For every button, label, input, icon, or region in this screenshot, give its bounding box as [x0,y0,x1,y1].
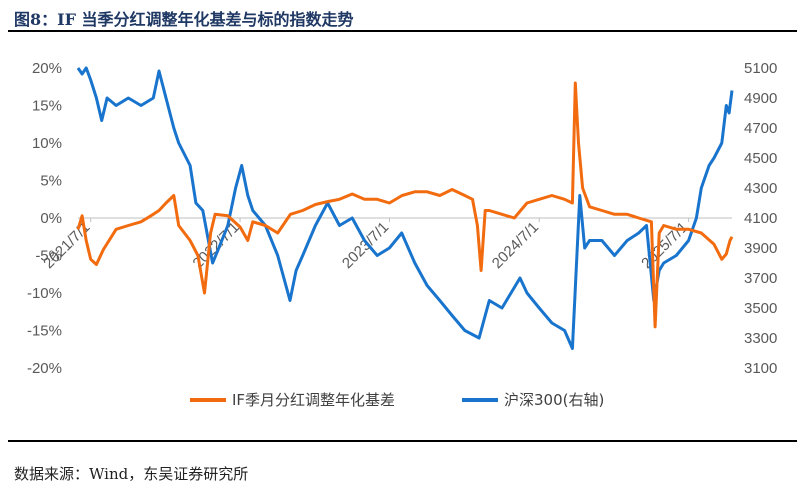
legend-item-index: 沪深300(右轴) [462,391,604,409]
x-tick-label: 2023/7/1 [339,219,392,272]
x-tick-label: 2022/7/1 [190,219,243,272]
left-axis: 20% 15% 10% 5% 0% -5% -10% -15% -20% [27,60,62,377]
left-tick-label: 0% [40,210,62,227]
chart: 20% 15% 10% 5% 0% -5% -10% -15% -20% 5100 4900 470… [27,60,777,409]
bottom-rule [8,440,797,442]
legend-item-basis: IF季月分红调整年化基差 [190,391,395,409]
figure-title: 图8：IF 当季分红调整年化基差与标的指数走势 [14,10,354,29]
left-tick-label: -5% [35,248,62,265]
right-tick-label: 3700 [744,270,777,287]
left-tick-label: 5% [40,173,62,190]
top-rule [8,30,797,32]
left-tick-label: -15% [27,323,62,340]
right-tick-label: 4300 [744,180,777,197]
left-tick-label: 10% [32,135,62,152]
right-axis: 5100 4900 4700 4500 4300 4100 3900 3700 3500 3300… [744,60,777,377]
right-tick-label: 3900 [744,240,777,257]
legend-label: IF季月分红调整年化基差 [232,391,395,409]
x-axis: 2021/7/1 2022/7/1 2023/7/1 2024/7/1 2025/7/1 [40,217,732,272]
right-tick-label: 4100 [744,210,777,227]
right-tick-label: 4500 [744,150,777,167]
left-tick-label: 20% [32,60,62,77]
left-tick-label: -20% [27,360,62,377]
right-tick-label: 4900 [744,90,777,107]
legend-label: 沪深300(右轴) [504,391,604,409]
right-tick-label: 3300 [744,330,777,347]
left-tick-label: 15% [32,98,62,115]
series-lines [76,66,734,350]
right-tick-label: 4700 [744,120,777,137]
legend: IF季月分红调整年化基差 沪深300(右轴) [190,391,604,409]
right-tick-label: 3100 [744,360,777,377]
source-note: 数据来源：Wind，东吴证券研究所 [14,465,249,483]
right-tick-label: 5100 [744,60,777,77]
x-tick-label: 2024/7/1 [489,219,542,272]
right-tick-label: 3500 [744,300,777,317]
left-tick-label: -10% [27,285,62,302]
basis-series-line [76,81,734,329]
